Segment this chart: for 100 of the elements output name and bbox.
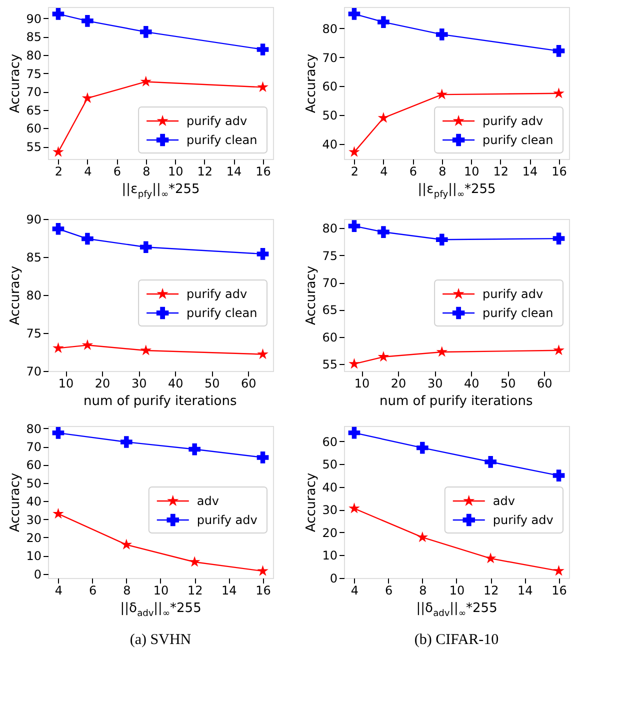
y-tick-label: 30 [322,503,338,518]
x-tick-label: 2 [350,164,359,178]
x-tick-label: 16 [552,164,567,178]
y-tick-label: 65 [26,103,42,118]
y-tick-label: 80 [322,22,338,36]
x-tick-label: 4 [84,164,92,178]
x-tick-label: 4 [380,164,388,178]
x-tick-label: 2 [54,164,63,178]
point [188,443,201,456]
point [52,426,64,439]
point [552,232,565,244]
y-tick-label: 30 [26,512,42,527]
x-tick-label: 20 [94,376,110,390]
y-tick-label: 40 [26,494,42,509]
point [553,565,564,576]
y-axis-title: Accuracy [8,266,24,326]
y-tick-label: 80 [26,288,42,302]
point [348,502,360,514]
x-tick-label: 6 [385,584,393,598]
x-tick-label: 12 [187,584,203,598]
y-tick-label: 75 [26,326,42,340]
y-tick-label: 70 [26,85,42,100]
point [378,112,390,123]
y-tick-label: 10 [26,549,42,564]
point [52,8,64,20]
x-tick-label: 4 [54,584,63,598]
point [82,15,94,27]
point [256,44,269,56]
y-axis-title: Accuracy [304,472,320,532]
y-axis-title: Accuracy [304,266,320,326]
x-tick-label: 14 [222,584,237,598]
y-tick-label: 55 [26,140,42,154]
legend-label: adv [492,494,515,508]
legend-label: purify clean [186,306,258,320]
x-tick-label: 30 [427,376,443,390]
x-tick-label: 10 [58,376,74,390]
point [416,442,428,454]
x-tick-label: 10 [153,584,169,598]
y-tick-label: 70 [26,440,42,454]
x-tick-label: 10 [449,584,465,598]
x-tick-label: 8 [438,164,446,178]
x-tick-label: 8 [123,584,131,598]
point [82,232,94,245]
y-tick-label: 20 [322,526,338,540]
point [82,339,94,350]
legend-label: purify adv [492,513,554,527]
y-tick-label: 85 [26,250,42,264]
x-tick-label: 6 [409,164,417,178]
text: (a) SVHN [130,632,192,648]
y-tick-label: 80 [26,48,42,62]
x-tick-label: 12 [483,584,499,598]
y-tick-label: 20 [26,530,42,545]
y-tick-label: 50 [322,458,338,472]
x-tick-label: 10 [168,164,184,178]
x-tick-label: 16 [256,584,271,598]
x-tick-label: 12 [197,164,212,178]
y-tick-label: 60 [322,80,338,94]
x-tick-label: 4 [350,584,359,598]
point [140,26,152,38]
y-tick-label: 60 [26,122,42,136]
point [348,426,360,439]
y-tick-label: 60 [322,434,338,449]
legend-label: purify adv [186,114,248,128]
point [188,556,200,567]
x-tick-label: 6 [89,584,97,598]
point [436,28,448,40]
y-tick-label: 55 [322,357,338,372]
x-tick-label: 60 [241,376,256,390]
point [484,552,496,564]
legend-label: purify adv [482,287,544,301]
legend-label: purify clean [482,133,554,147]
y-tick-label: 40 [322,480,338,494]
x-tick-label: 6 [113,164,121,178]
x-tick-label: 20 [390,376,406,390]
text: (b) CIFAR-10 [414,632,499,648]
point [52,146,64,157]
x-tick-label: 50 [204,376,220,390]
point [140,241,152,254]
x-axis-title: num of purify iterations [83,394,237,409]
point [348,146,360,157]
y-tick-label: 75 [322,248,338,263]
y-tick-label: 70 [26,364,42,378]
legend-label: adv [196,494,219,508]
point [552,470,565,482]
point [257,348,268,360]
point [553,344,564,356]
x-tick-label: 10 [464,164,480,178]
x-tick-label: 8 [419,584,427,598]
x-tick-label: 40 [168,376,184,390]
point [436,234,448,246]
x-tick-label: 50 [500,376,516,390]
x-tick-label: 10 [354,376,370,390]
y-axis-title: Accuracy [8,472,24,532]
y-tick-label: 60 [26,458,42,472]
x-tick-label: 40 [464,376,480,390]
x-tick-label: 14 [518,584,533,598]
point [256,452,269,464]
legend-label: purify adv [186,287,248,301]
point [257,81,268,92]
point [436,88,448,100]
